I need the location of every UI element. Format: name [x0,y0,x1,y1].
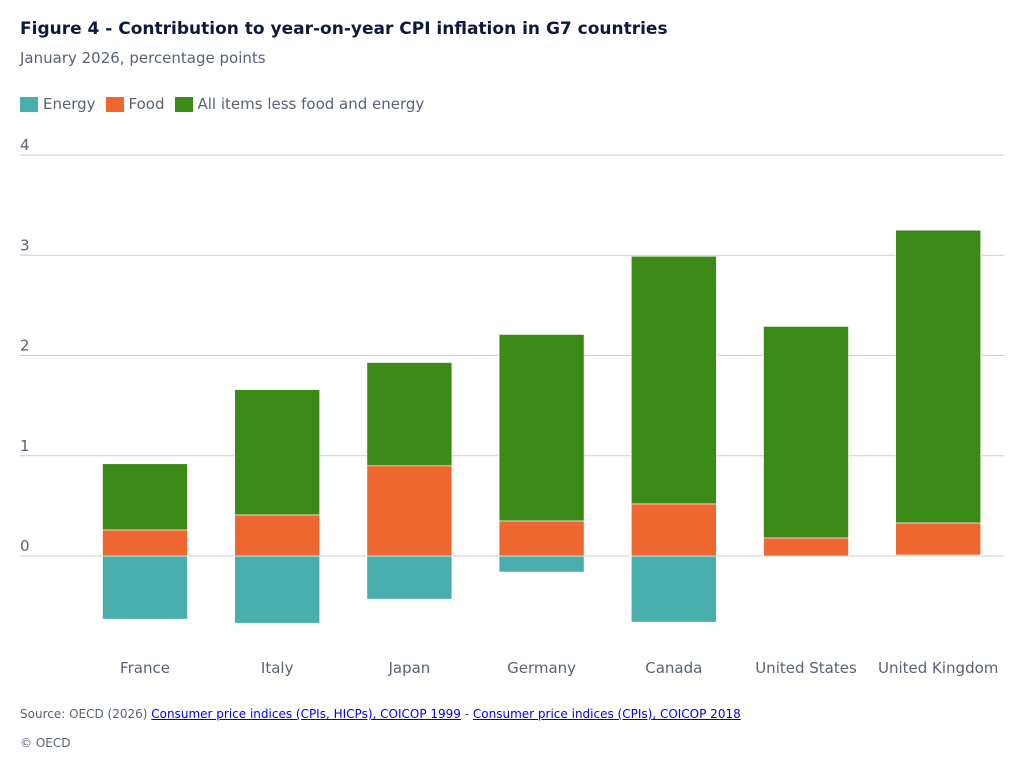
x-tick-label-japan: Japan [387,659,430,677]
source-prefix: Source: OECD (2026) [20,707,148,721]
x-tick-label-united-states: United States [755,659,857,677]
bar-germany-all-items-less-food-and-energy [498,334,585,522]
legend-label-food: Food [128,95,165,113]
copyright: © OECD [20,736,71,750]
bar-germany-energy [498,555,585,573]
source-link-coicop-2018[interactable]: Consumer price indices (CPIs), COICOP 20… [472,707,741,721]
legend-label-core: All items less food and energy [197,95,425,113]
chart-title: Figure 4 - Contribution to year-on-year … [20,19,668,39]
y-tick-label-4: 4 [20,136,30,154]
source-separator: - [464,707,470,721]
x-tick-label-germany: Germany [507,659,576,677]
legend-swatch-food [105,96,124,112]
bar-united-states-food [763,537,849,557]
bar-france-energy [102,555,188,620]
y-tick-label-1: 1 [20,437,30,455]
bar-canada-energy [630,555,717,623]
x-tick-label-united-kingdom: United Kingdom [878,659,998,677]
bar-france-food [102,529,188,557]
bar-italy-energy [234,555,320,624]
source-note: Source: OECD (2026) Consumer price indic… [20,707,741,721]
bar-united-kingdom-all-items-less-food-and-energy [895,229,982,524]
bar-germany-food [498,520,585,557]
bar-united-states-all-items-less-food-and-energy [763,326,849,539]
legend: Energy Food All items less food and ener… [20,95,434,113]
y-tick-label-3: 3 [20,236,30,254]
bar-italy-food [234,514,320,557]
y-tick-label-2: 2 [20,337,30,355]
legend-swatch-energy [20,96,38,112]
chart-subtitle: January 2026, percentage points [20,49,266,67]
bar-japan-food [366,465,453,557]
bar-canada-all-items-less-food-and-energy [630,255,717,505]
x-tick-label-canada: Canada [645,659,702,677]
legend-label-energy: Energy [43,95,96,113]
legend-item-energy[interactable]: Energy [20,95,96,113]
legend-item-food[interactable]: Food [105,95,165,113]
bar-japan-all-items-less-food-and-energy [366,362,453,467]
bar-france-all-items-less-food-and-energy [102,463,188,531]
bar-italy-all-items-less-food-and-energy [234,389,320,516]
x-tick-label-italy: Italy [261,659,294,677]
x-tick-label-france: France [120,659,170,677]
bar-japan-energy [366,555,453,600]
legend-swatch-core [174,96,193,112]
chart-plot: 0 1 2 3 4 France Italy Japan Germany Canada United… [20,136,1004,677]
bar-united-kingdom-food [895,522,982,556]
bar-canada-food [630,503,717,557]
legend-item-core[interactable]: All items less food and energy [174,95,425,113]
y-tick-label-0: 0 [20,537,30,555]
source-link-coicop-1999[interactable]: Consumer price indices (CPIs, HICPs), CO… [151,707,461,721]
